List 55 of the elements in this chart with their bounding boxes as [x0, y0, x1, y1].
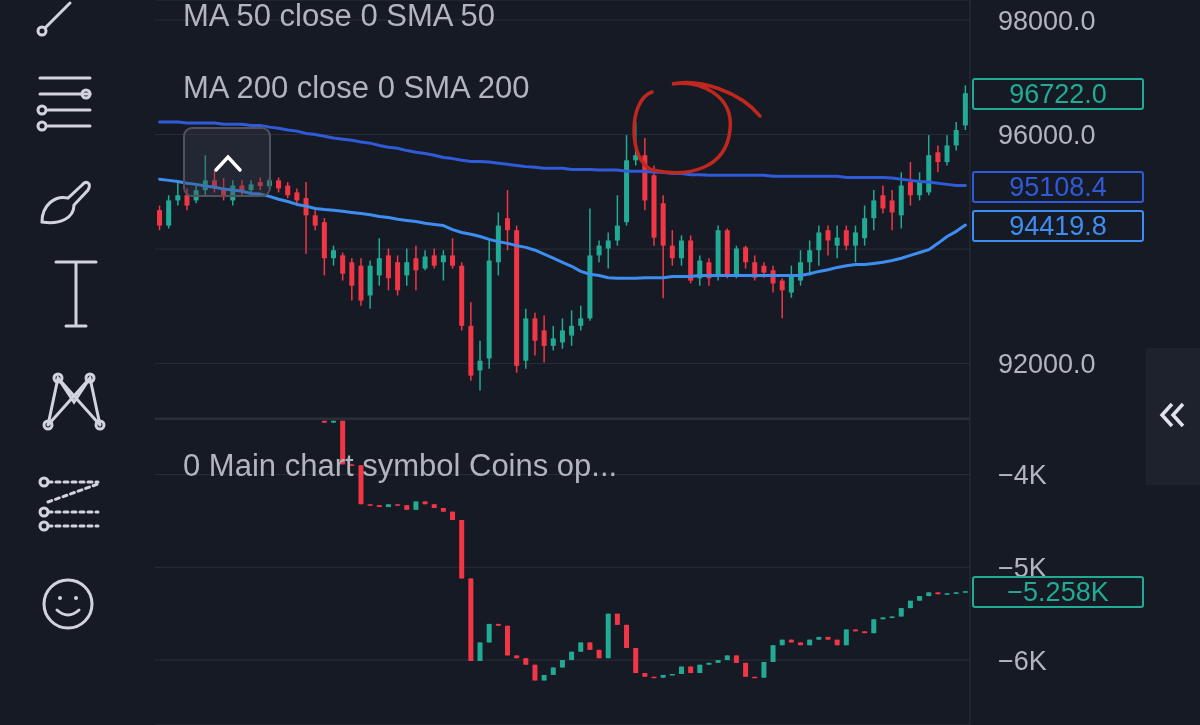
candlestick [678, 234, 684, 267]
text: 95108.4 [972, 170, 1144, 203]
candlestick [440, 249, 446, 282]
candlestick [450, 237, 456, 270]
candlestick [569, 309, 575, 347]
candlestick [669, 229, 675, 267]
candlestick [578, 305, 584, 332]
annotation: MA 200 close 0 SMA 200 [183, 70, 530, 106]
y-tick-label: 92000.0 [998, 349, 1096, 380]
candlestick [743, 244, 749, 270]
candlestick [157, 204, 163, 231]
candlestick [871, 189, 877, 231]
candlestick [825, 224, 831, 257]
candlestick [404, 247, 410, 287]
candlestick [605, 231, 611, 270]
annotation: 0 Main chart symbol Coins op... [183, 448, 618, 484]
y-tick-label: −4K [998, 460, 1047, 491]
candlestick [376, 237, 382, 287]
candlestick [614, 194, 620, 247]
candlestick [953, 121, 959, 152]
text: −5.258K [972, 576, 1144, 609]
candlestick [559, 317, 565, 350]
candlestick [889, 189, 895, 231]
text: 96722.0 [972, 78, 1144, 111]
candlestick [431, 247, 437, 270]
candlestick [596, 239, 602, 263]
candlestick [907, 161, 913, 207]
candlestick [550, 325, 556, 352]
text: 94419.8 [972, 210, 1144, 243]
annotation: MA 50 close 0 SMA 50 [183, 0, 495, 34]
candlestick [477, 339, 483, 392]
candlestick [413, 244, 419, 292]
candlestick [779, 277, 785, 320]
candlestick [349, 257, 355, 302]
candlestick [944, 134, 950, 167]
candlestick [184, 187, 190, 211]
candlestick [880, 184, 886, 215]
candlestick [852, 224, 858, 263]
candlestick [504, 189, 510, 251]
candlestick [843, 224, 849, 251]
candlestick [862, 204, 868, 247]
candlestick [816, 224, 822, 267]
candlestick [532, 311, 538, 357]
y-tick-label: −6K [998, 645, 1047, 676]
candlestick [788, 264, 794, 299]
candlestick [935, 144, 941, 174]
candlestick [331, 244, 336, 267]
candlestick [385, 247, 391, 292]
candlestick [340, 251, 346, 282]
candlestick [541, 314, 547, 364]
candlestick [422, 249, 428, 272]
y-tick-label: 98000.0 [998, 5, 1096, 36]
candlestick [312, 209, 318, 231]
candlestick [834, 224, 840, 259]
y-tick-label: 96000.0 [998, 120, 1096, 151]
